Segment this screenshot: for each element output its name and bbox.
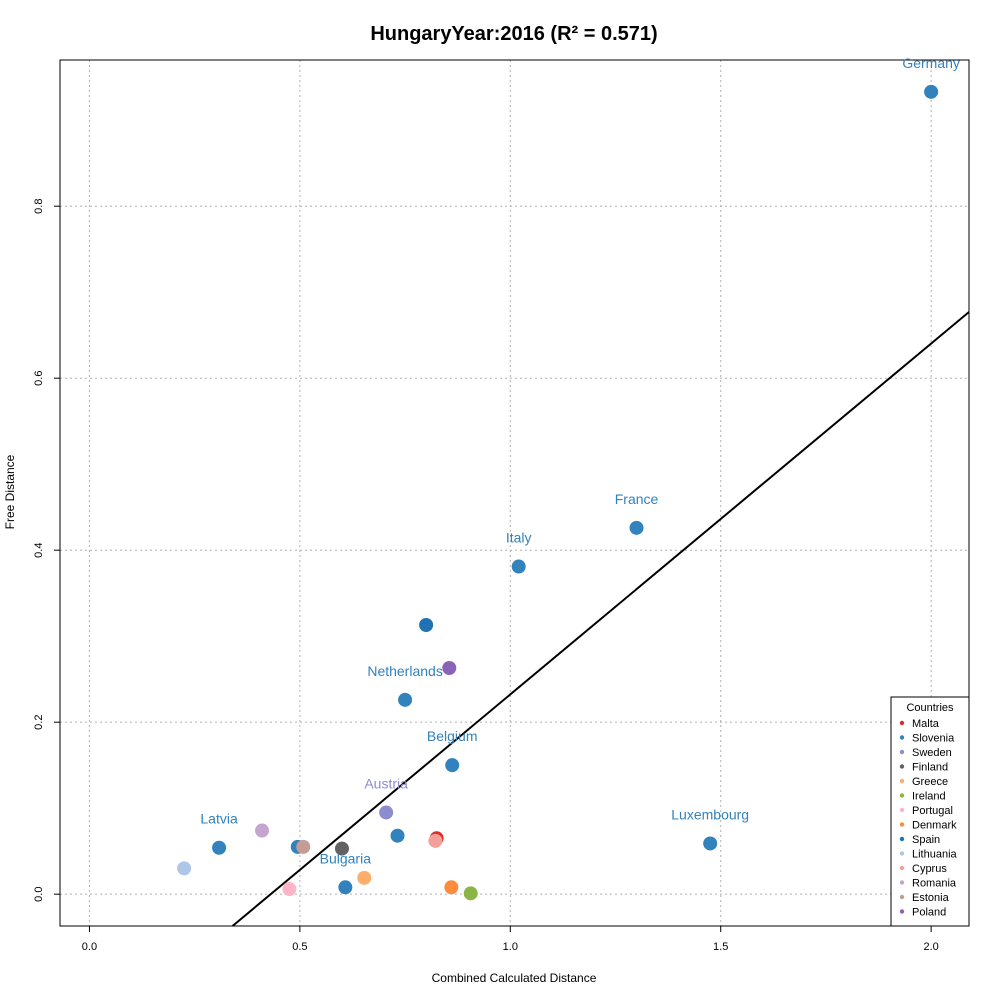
- points-layer: [177, 84, 939, 901]
- legend-entry: Sweden: [912, 747, 952, 759]
- data-point: [282, 882, 297, 897]
- data-point: [255, 823, 269, 838]
- legend-marker: [899, 807, 905, 813]
- x-tick-label: 1.5: [713, 941, 728, 953]
- legend-entry: Lithuania: [912, 849, 958, 861]
- plot-frame: [59, 59, 970, 927]
- y-tick-label: 0.0: [33, 887, 45, 902]
- data-point: [444, 880, 459, 895]
- legend-entry: Denmark: [912, 820, 957, 832]
- legend-entry: Spain: [912, 834, 940, 846]
- point-label: Austria: [364, 775, 408, 791]
- legend-entry: Ireland: [912, 791, 946, 803]
- y-tick-label: 0.4: [33, 543, 45, 558]
- legend-entry: Finland: [912, 762, 948, 774]
- y-axis-label: Free Distance: [3, 454, 17, 529]
- data-point: [511, 559, 526, 574]
- legend-marker: [899, 720, 905, 726]
- legend-marker: [899, 836, 905, 842]
- data-point: [419, 618, 434, 633]
- data-point: [703, 836, 718, 851]
- chart-title: HungaryYear:2016 (R² = 0.571): [370, 23, 657, 45]
- legend-entry: Slovenia: [912, 733, 955, 745]
- y-tick-label: 0.6: [33, 371, 45, 386]
- data-point: [357, 870, 372, 885]
- data-point: [463, 886, 478, 901]
- data-point: [445, 758, 460, 773]
- data-point: [442, 661, 457, 676]
- legend-title: Countries: [906, 702, 954, 714]
- legend-marker: [899, 793, 905, 798]
- point-label: Belgium: [427, 728, 478, 744]
- point-label: Netherlands: [367, 663, 443, 679]
- point-label: Germany: [902, 55, 960, 71]
- legend-entry: Estonia: [912, 892, 950, 904]
- data-point: [629, 520, 644, 535]
- legend-marker: [899, 865, 905, 871]
- point-label: Latvia: [200, 811, 238, 827]
- legend-marker: [899, 880, 905, 885]
- legend-marker: [899, 778, 905, 784]
- x-tick-label: 2.0: [923, 941, 938, 953]
- legend-marker: [899, 749, 905, 755]
- point-label: Bulgaria: [320, 850, 372, 866]
- data-point: [924, 84, 939, 99]
- point-label: France: [615, 491, 659, 507]
- point-label: Italy: [506, 530, 532, 546]
- data-point: [338, 880, 353, 895]
- y-tick-label: 0.2: [33, 715, 45, 730]
- data-point: [296, 839, 311, 854]
- point-labels-layer: Germany France Italy Netherlands Belgium Luxe…: [200, 55, 960, 866]
- data-point: [212, 840, 227, 855]
- legend-entry: Malta: [912, 718, 940, 730]
- legend-marker: [899, 735, 905, 740]
- axes-layer: 0.0 0.5 1.0 1.5 2.0 0.0 0.2 0.4 0.6 0.8: [33, 59, 970, 953]
- point-label: Luxembourg: [671, 806, 749, 822]
- legend-box: [890, 696, 970, 927]
- legend-entry: Greece: [912, 776, 948, 788]
- legend-marker: [899, 909, 905, 914]
- x-tick-label: 0.0: [82, 941, 97, 953]
- legend: Countries Malta Slovenia Sweden Finland Greec…: [890, 696, 970, 927]
- legend-entry: Poland: [912, 907, 946, 919]
- legend-entry: Portugal: [912, 805, 953, 817]
- legend-marker: [899, 851, 905, 856]
- legend-marker: [899, 764, 905, 769]
- data-point: [334, 841, 349, 856]
- data-point: [390, 828, 405, 843]
- data-point: [428, 833, 443, 848]
- data-point: [379, 805, 394, 820]
- grid-layer: [60, 60, 969, 926]
- legend-marker: [899, 894, 905, 900]
- y-tick-label: 0.8: [33, 199, 45, 214]
- legend-entry: Romania: [912, 878, 957, 890]
- x-tick-label: 1.0: [503, 941, 518, 953]
- data-point: [177, 861, 192, 876]
- regression-line: [231, 311, 969, 926]
- legend-entry: Cyprus: [912, 863, 947, 875]
- x-axis-label: Combined Calculated Distance: [432, 971, 597, 985]
- data-point: [398, 692, 413, 707]
- regression-layer: [231, 311, 969, 926]
- legend-marker: [899, 822, 905, 827]
- x-tick-label: 0.5: [292, 941, 307, 953]
